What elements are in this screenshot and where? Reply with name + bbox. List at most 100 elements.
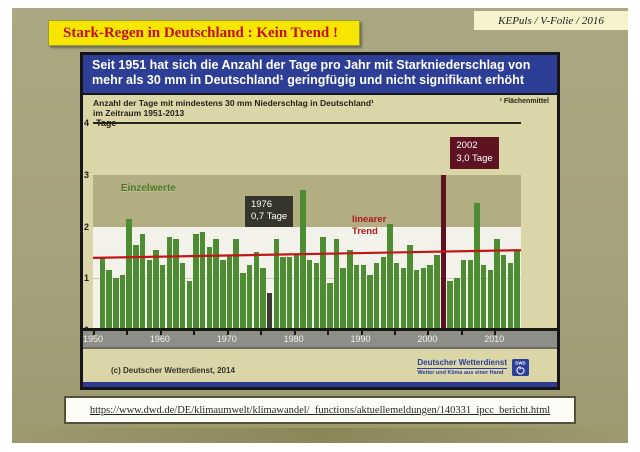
bar-1986 xyxy=(333,239,340,330)
xlabel-1960: 1960 xyxy=(149,333,170,344)
bar-1965 xyxy=(193,234,199,330)
x-axis-band: 1950 1960 1970 1980 1990 2000 2010 xyxy=(82,327,557,349)
bar-series xyxy=(93,124,521,330)
bar-1959 xyxy=(153,249,159,330)
xlabel-2010: 2010 xyxy=(484,333,505,344)
bar-1976 xyxy=(266,293,273,330)
xtick-2010 xyxy=(494,330,497,335)
bar-1973 xyxy=(246,265,253,330)
bar-1991 xyxy=(367,275,373,330)
callout-value: 3,0 Tage xyxy=(456,152,493,164)
dwd-chart-image: Seit 1951 hat sich die Anzahl der Tage p… xyxy=(80,52,560,390)
xtick-1950 xyxy=(93,330,95,335)
xlabel-1950: 1950 xyxy=(82,333,104,344)
legend-einzelwerte: Einzelwerte xyxy=(120,183,176,195)
slide-bottom-band xyxy=(12,428,628,443)
dwd-logo-icon: DWD xyxy=(512,358,529,376)
bar-1983 xyxy=(313,262,320,330)
trend-line xyxy=(93,250,521,258)
slide-title: Stark-Regen in Deutschland : Kein Trend … xyxy=(63,24,339,41)
bar-1967 xyxy=(206,247,213,330)
xtick-1995 xyxy=(393,330,396,335)
bar-1966 xyxy=(200,231,206,330)
bar-2008 xyxy=(480,265,487,330)
dwd-logo-text: DWD xyxy=(515,360,525,365)
chart-headline: Seit 1951 hat sich die Anzahl der Tage p… xyxy=(92,58,531,88)
bar-1987 xyxy=(340,267,346,330)
bar-1979 xyxy=(286,257,293,330)
bar-1999 xyxy=(420,267,427,330)
bar-1953 xyxy=(113,278,119,330)
band-2-3 xyxy=(93,175,521,227)
chart-subtitle-row: Anzahl der Tage mit mindestens 30 mm Nie… xyxy=(83,95,557,120)
xtick-1955 xyxy=(126,330,129,335)
callout-value: 0,7 Tage xyxy=(250,211,288,223)
dwd-branding: Deutscher Wetterdienst Wetter und Klima … xyxy=(417,357,529,376)
bar-1985 xyxy=(327,283,333,330)
xtick-1990 xyxy=(360,330,363,335)
credit-text: KEPuls / V-Folie / 2016 xyxy=(498,14,604,27)
callout-2002: 2002 3,0 Tage xyxy=(450,136,499,169)
bar-1994 xyxy=(387,223,393,330)
xtick-1975 xyxy=(260,330,263,335)
bar-1969 xyxy=(220,259,226,330)
bar-1992 xyxy=(373,262,380,330)
y-axis-unit: Tage xyxy=(96,117,117,128)
callout-1976: 1976 0,7 Tage xyxy=(244,195,294,228)
bar-1971 xyxy=(233,239,239,330)
bar-1998 xyxy=(414,270,420,330)
bar-1956 xyxy=(133,244,139,330)
y-axis-top-label: 4 Tage xyxy=(84,118,116,128)
bar-1977 xyxy=(273,239,280,330)
xtick-1960 xyxy=(159,330,162,335)
presentation-slide: Stark-Regen in Deutschland : Kein Trend … xyxy=(12,8,628,443)
bar-1978 xyxy=(280,257,286,330)
band-3-4 xyxy=(93,123,521,175)
callout-year: 1976 xyxy=(250,198,273,210)
chart-subtitle-line1: Anzahl der Tage mit mindestens 30 mm Nie… xyxy=(93,97,374,108)
chart-bottom-strip xyxy=(83,382,557,387)
dwd-brand-text: Deutscher Wetterdienst Wetter und Klima … xyxy=(417,357,507,376)
xtick-1965 xyxy=(193,330,196,335)
xlabel-2000: 2000 xyxy=(417,333,438,344)
bar-2003 xyxy=(447,280,453,330)
bar-1984 xyxy=(320,236,326,330)
xlabel-1990: 1990 xyxy=(350,333,371,344)
chart-headline-banner: Seit 1951 hat sich die Anzahl der Tage p… xyxy=(83,55,557,95)
legend-linearer-trend: linearer Trend xyxy=(351,214,387,237)
bar-1974 xyxy=(253,252,259,330)
credit-box: KEPuls / V-Folie / 2016 xyxy=(474,11,628,30)
bar-1972 xyxy=(240,272,246,330)
bar-2009 xyxy=(487,270,494,330)
bar-1968 xyxy=(213,239,219,330)
bar-1989 xyxy=(353,265,360,330)
bar-1988 xyxy=(347,249,353,330)
bar-2004 xyxy=(454,278,460,330)
bar-1952 xyxy=(106,270,112,330)
bar-2000 xyxy=(427,265,433,330)
dwd-brand-name: Deutscher Wetterdienst xyxy=(417,357,507,367)
source-url-link[interactable]: https://www.dwd.de/DE/klimaumwelt/klimaw… xyxy=(89,404,551,416)
bar-1997 xyxy=(407,244,413,330)
xtick-1985 xyxy=(327,330,330,335)
bar-1990 xyxy=(360,265,366,330)
trend-line-layer xyxy=(93,124,521,330)
bar-1961 xyxy=(166,236,173,330)
copyright-text: (c) Deutscher Wetterdienst, 2014 xyxy=(111,365,235,375)
bar-1982 xyxy=(307,259,313,330)
bar-2013 xyxy=(514,249,520,330)
chart-footnote: ¹ Flächenmittel xyxy=(499,97,549,105)
bar-1963 xyxy=(179,262,186,330)
bar-2005 xyxy=(460,259,467,330)
bar-1995 xyxy=(393,262,400,330)
bar-2006 xyxy=(467,259,473,330)
bar-1975 xyxy=(260,267,266,330)
bar-1962 xyxy=(173,239,179,330)
bar-1951 xyxy=(99,257,106,330)
bar-2002 xyxy=(440,175,447,330)
bar-1964 xyxy=(186,280,193,330)
bar-1955 xyxy=(126,218,132,330)
xtick-2005 xyxy=(460,330,463,335)
dwd-brand-tagline: Wetter und Klima aus einer Hand xyxy=(417,368,507,376)
